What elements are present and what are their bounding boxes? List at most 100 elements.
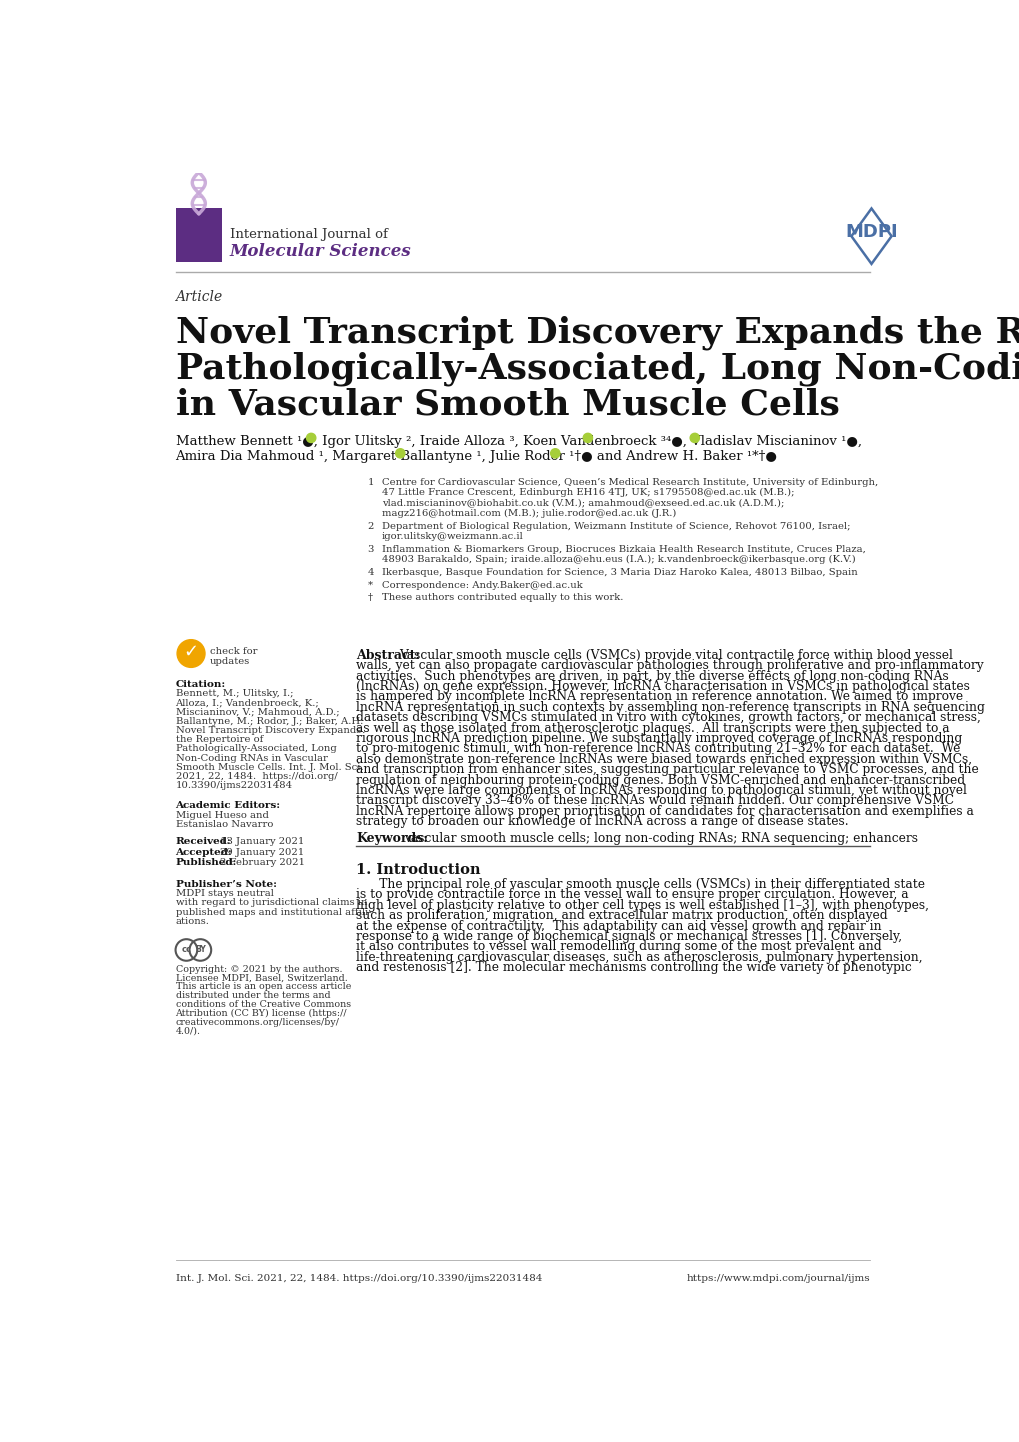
Text: Correspondence: Andy.Baker@ed.ac.uk: Correspondence: Andy.Baker@ed.ac.uk	[381, 581, 582, 590]
Text: Molecular Sciences: Molecular Sciences	[229, 244, 411, 260]
Text: 2 February 2021: 2 February 2021	[220, 858, 306, 867]
Text: strategy to broaden our knowledge of lncRNA across a range of disease states.: strategy to broaden our knowledge of lnc…	[356, 815, 848, 828]
Text: Inflammation & Biomarkers Group, Biocruces Bizkaia Health Research Institute, Cr: Inflammation & Biomarkers Group, Biocruc…	[381, 545, 865, 554]
Text: Received:: Received:	[175, 836, 231, 846]
Text: datasets describing VSMCs stimulated in vitro with cytokines, growth factors, or: datasets describing VSMCs stimulated in …	[356, 711, 980, 724]
Text: updates: updates	[210, 658, 250, 666]
Text: 1: 1	[368, 477, 374, 487]
Text: check for: check for	[210, 647, 257, 656]
Text: the Repertoire of: the Repertoire of	[175, 735, 263, 744]
Circle shape	[307, 433, 316, 443]
Text: to pro-mitogenic stimuli, with non-reference lncRNAs contributing 21–32% for eac: to pro-mitogenic stimuli, with non-refer…	[356, 743, 960, 756]
Text: Abstract:: Abstract:	[356, 649, 420, 662]
Text: 1. Introduction: 1. Introduction	[356, 862, 480, 877]
Text: is hampered by incomplete lncRNA representation in reference annotation. We aime: is hampered by incomplete lncRNA represe…	[356, 691, 962, 704]
Text: lncRNAs were large components of lncRNAs responding to pathological stimuli, yet: lncRNAs were large components of lncRNAs…	[356, 784, 966, 797]
Text: Department of Biological Regulation, Weizmann Institute of Science, Rehovot 7610: Department of Biological Regulation, Wei…	[381, 522, 850, 531]
Text: Pathologically-Associated, Long: Pathologically-Associated, Long	[175, 744, 336, 753]
Text: vascular smooth muscle cells; long non-coding RNAs; RNA sequencing; enhancers: vascular smooth muscle cells; long non-c…	[404, 832, 917, 845]
Text: Article: Article	[175, 290, 222, 304]
Text: as well as those isolated from atherosclerotic plaques.  All transcripts were th: as well as those isolated from atheroscl…	[356, 721, 949, 734]
Text: Ikerbasque, Basque Foundation for Science, 3 Maria Diaz Haroko Kalea, 48013 Bilb: Ikerbasque, Basque Foundation for Scienc…	[381, 568, 857, 577]
Text: transcript discovery 33–46% of these lncRNAs would remain hidden. Our comprehens: transcript discovery 33–46% of these lnc…	[356, 795, 953, 808]
Text: walls, yet can also propagate cardiovascular pathologies through proliferative a: walls, yet can also propagate cardiovasc…	[356, 659, 982, 672]
Text: and restenosis [2]. The molecular mechanisms controlling the wide variety of phe: and restenosis [2]. The molecular mechan…	[356, 962, 911, 975]
Text: magz216@hotmail.com (M.B.); julie.rodor@ed.ac.uk (J.R.): magz216@hotmail.com (M.B.); julie.rodor@…	[381, 509, 676, 518]
Text: 4.0/).: 4.0/).	[175, 1027, 201, 1035]
FancyBboxPatch shape	[175, 208, 222, 261]
Text: 2021, 22, 1484.  https://doi.org/: 2021, 22, 1484. https://doi.org/	[175, 771, 337, 782]
Text: Pathologically-Associated, Long Non-Coding RNAs: Pathologically-Associated, Long Non-Codi…	[175, 352, 1019, 386]
Text: also demonstrate non-reference lncRNAs were biased towards enriched expression w: also demonstrate non-reference lncRNAs w…	[356, 753, 971, 766]
Text: published maps and institutional affili-: published maps and institutional affili-	[175, 907, 371, 917]
Text: Keywords:: Keywords:	[356, 832, 428, 845]
Text: in Vascular Smooth Muscle Cells: in Vascular Smooth Muscle Cells	[175, 388, 839, 423]
Text: The principal role of vascular smooth muscle cells (VSMCs) in their differentiat: The principal role of vascular smooth mu…	[356, 878, 924, 891]
Text: 10.3390/ijms22031484: 10.3390/ijms22031484	[175, 782, 292, 790]
Text: Citation:: Citation:	[175, 679, 225, 689]
Text: life-threatening cardiovascular diseases, such as atherosclerosis, pulmonary hyp: life-threatening cardiovascular diseases…	[356, 950, 922, 963]
Text: Centre for Cardiovascular Science, Queen’s Medical Research Institute, Universit: Centre for Cardiovascular Science, Queen…	[381, 477, 877, 487]
Text: ✓: ✓	[183, 643, 199, 660]
Text: high level of plasticity relative to other cell types is well established [1–3],: high level of plasticity relative to oth…	[356, 898, 928, 911]
Text: International Journal of: International Journal of	[229, 228, 387, 241]
Text: conditions of the Creative Commons: conditions of the Creative Commons	[175, 999, 351, 1009]
Text: 2: 2	[368, 522, 374, 531]
Circle shape	[177, 640, 205, 668]
Text: rigorous lncRNA prediction pipeline. We substantially improved coverage of lncRN: rigorous lncRNA prediction pipeline. We …	[356, 733, 962, 746]
Text: activities.  Such phenotypes are driven, in part, by the diverse effects of long: activities. Such phenotypes are driven, …	[356, 669, 948, 682]
Text: 4: 4	[368, 568, 374, 577]
Text: with regard to jurisdictional claims in: with regard to jurisdictional claims in	[175, 898, 367, 907]
Text: creativecommons.org/licenses/by/: creativecommons.org/licenses/by/	[175, 1018, 339, 1027]
Text: cc: cc	[181, 946, 192, 955]
Text: *: *	[368, 581, 373, 590]
Text: Int. J. Mol. Sci. 2021, 22, 1484. https://doi.org/10.3390/ijms22031484: Int. J. Mol. Sci. 2021, 22, 1484. https:…	[175, 1275, 541, 1283]
Text: vlad.miscianinov@biohabit.co.uk (V.M.); amahmoud@exseed.ed.ac.uk (A.D.M.);: vlad.miscianinov@biohabit.co.uk (V.M.); …	[381, 499, 784, 508]
Text: Non-Coding RNAs in Vascular: Non-Coding RNAs in Vascular	[175, 754, 327, 763]
Text: Ballantyne, M.; Rodor, J.; Baker, A.H.: Ballantyne, M.; Rodor, J.; Baker, A.H.	[175, 717, 363, 725]
Text: Alloza, I.; Vandenbroeck, K.;: Alloza, I.; Vandenbroeck, K.;	[175, 698, 319, 707]
Text: https://www.mdpi.com/journal/ijms: https://www.mdpi.com/journal/ijms	[686, 1275, 869, 1283]
Text: and transcription from enhancer sites, suggesting particular relevance to VSMC p: and transcription from enhancer sites, s…	[356, 763, 978, 776]
Text: lncRNA representation in such contexts by assembling non-reference transcripts i: lncRNA representation in such contexts b…	[356, 701, 984, 714]
Text: 13 January 2021: 13 January 2021	[220, 836, 305, 846]
Text: †: †	[368, 594, 372, 603]
Text: Matthew Bennett ¹●, Igor Ulitsky ², Iraide Alloza ³, Koen Vandenbroeck ³⁴●, Vlad: Matthew Bennett ¹●, Igor Ulitsky ², Irai…	[175, 435, 861, 448]
Text: Miguel Hueso and: Miguel Hueso and	[175, 810, 268, 819]
Text: Estanislao Navarro: Estanislao Navarro	[175, 820, 273, 829]
Text: Novel Transcript Discovery Expands the Repertoire of: Novel Transcript Discovery Expands the R…	[175, 316, 1019, 350]
Text: Licensee MDPI, Basel, Switzerland.: Licensee MDPI, Basel, Switzerland.	[175, 973, 346, 982]
Text: These authors contributed equally to this work.: These authors contributed equally to thi…	[381, 594, 623, 603]
Text: MDPI stays neutral: MDPI stays neutral	[175, 890, 273, 898]
Circle shape	[395, 448, 405, 459]
Circle shape	[550, 448, 559, 459]
Text: 47 Little France Crescent, Edinburgh EH16 4TJ, UK; s1795508@ed.ac.uk (M.B.);: 47 Little France Crescent, Edinburgh EH1…	[381, 489, 794, 497]
Text: (lncRNAs) on gene expression. However, lncRNA characterisation in VSMCs in patho: (lncRNAs) on gene expression. However, l…	[356, 681, 969, 694]
Text: Miscianinov, V.; Mahmoud, A.D.;: Miscianinov, V.; Mahmoud, A.D.;	[175, 708, 339, 717]
Text: MDPI: MDPI	[845, 224, 897, 241]
Text: igor.ulitsky@weizmann.ac.il: igor.ulitsky@weizmann.ac.il	[381, 532, 523, 541]
Text: Published:: Published:	[175, 858, 236, 867]
Text: Amira Dia Mahmoud ¹, Margaret Ballantyne ¹, Julie Rodor ¹†● and Andrew H. Baker : Amira Dia Mahmoud ¹, Margaret Ballantyne…	[175, 450, 776, 463]
Text: Academic Editors:: Academic Editors:	[175, 802, 280, 810]
Text: response to a wide range of biochemical signals or mechanical stresses [1]. Conv: response to a wide range of biochemical …	[356, 930, 902, 943]
Text: 3: 3	[368, 545, 374, 554]
Text: Attribution (CC BY) license (https://: Attribution (CC BY) license (https://	[175, 1009, 346, 1018]
Text: lncRNA repertoire allows proper prioritisation of candidates for characterisatio: lncRNA repertoire allows proper prioriti…	[356, 805, 973, 818]
Circle shape	[583, 433, 592, 443]
Text: This article is an open access article: This article is an open access article	[175, 982, 351, 991]
Text: ations.: ations.	[175, 917, 209, 926]
Text: Publisher’s Note:: Publisher’s Note:	[175, 880, 276, 888]
Text: at the expense of contractility.  This adaptability can aid vessel growth and re: at the expense of contractility. This ad…	[356, 920, 880, 933]
Text: such as proliferation, migration, and extracellular matrix production, often dis: such as proliferation, migration, and ex…	[356, 908, 887, 923]
Text: 48903 Barakaldo, Spain; iraide.alloza@ehu.eus (I.A.); k.vandenbroeck@ikerbasque.: 48903 Barakaldo, Spain; iraide.alloza@eh…	[381, 555, 855, 564]
Text: Novel Transcript Discovery Expands: Novel Transcript Discovery Expands	[175, 725, 361, 735]
Text: distributed under the terms and: distributed under the terms and	[175, 991, 330, 1001]
Text: 29 January 2021: 29 January 2021	[220, 848, 305, 857]
Text: BY: BY	[195, 946, 206, 955]
Text: Bennett, M.; Ulitsky, I.;: Bennett, M.; Ulitsky, I.;	[175, 689, 292, 698]
Text: Smooth Muscle Cells. Int. J. Mol. Sci.: Smooth Muscle Cells. Int. J. Mol. Sci.	[175, 763, 363, 771]
Circle shape	[690, 433, 699, 443]
Text: regulation of neighbouring protein-coding genes. Both VSMC-enriched and enhancer: regulation of neighbouring protein-codin…	[356, 774, 964, 787]
Text: Accepted:: Accepted:	[175, 848, 232, 857]
